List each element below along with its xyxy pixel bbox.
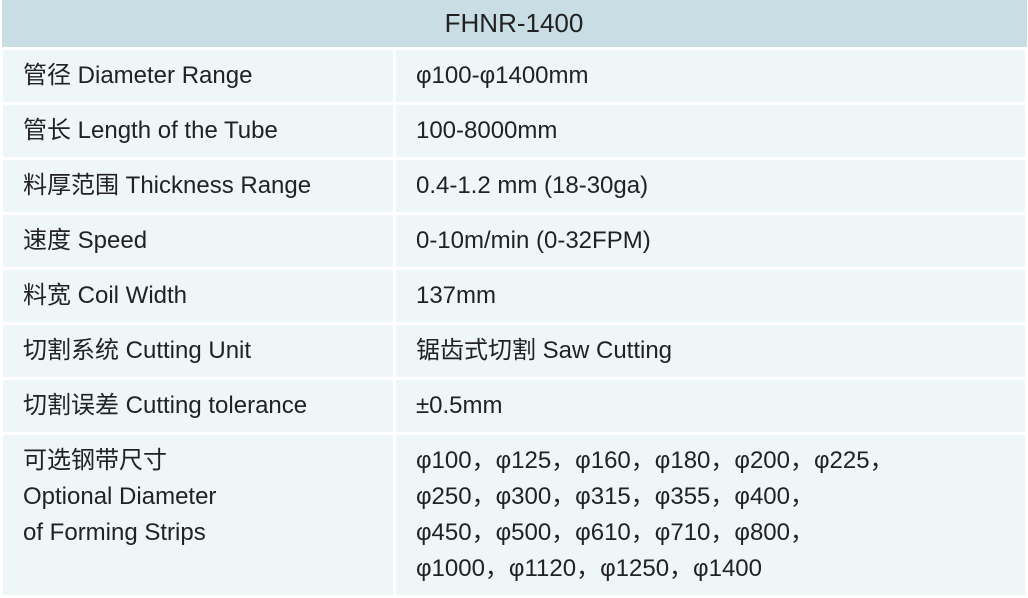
row-value: ±0.5mm bbox=[394, 379, 1026, 434]
value-line: φ1000，φ1120，φ1250，φ1400 bbox=[416, 551, 1013, 587]
row-label: 料厚范围 Thickness Range bbox=[2, 159, 395, 214]
row-label: 管径 Diameter Range bbox=[2, 49, 395, 104]
row-value: 锯齿式切割 Saw Cutting bbox=[394, 324, 1026, 379]
table-row: 管径 Diameter Range φ100-φ1400mm bbox=[2, 49, 1027, 104]
table-row: 料宽 Coil Width 137mm bbox=[2, 269, 1027, 324]
row-label: 管长 Length of the Tube bbox=[2, 104, 395, 159]
row-value: φ100-φ1400mm bbox=[394, 49, 1026, 104]
row-value: 0.4-1.2 mm (18-30ga) bbox=[394, 159, 1026, 214]
header-row: FHNR-1400 bbox=[2, 0, 1027, 49]
table-row: 料厚范围 Thickness Range 0.4-1.2 mm (18-30ga… bbox=[2, 159, 1027, 214]
row-value: 0-10m/min (0-32FPM) bbox=[394, 214, 1026, 269]
table-row: 切割误差 Cutting tolerance ±0.5mm bbox=[2, 379, 1027, 434]
label-line: of Forming Strips bbox=[23, 515, 381, 551]
table-row: 速度 Speed 0-10m/min (0-32FPM) bbox=[2, 214, 1027, 269]
value-line: φ250，φ300，φ315，φ355，φ400， bbox=[416, 479, 1013, 515]
row-label: 速度 Speed bbox=[2, 214, 395, 269]
spec-table: FHNR-1400 管径 Diameter Range φ100-φ1400mm… bbox=[0, 0, 1028, 598]
row-label: 切割系统 Cutting Unit bbox=[2, 324, 395, 379]
table-row: 切割系统 Cutting Unit 锯齿式切割 Saw Cutting bbox=[2, 324, 1027, 379]
row-label: 切割误差 Cutting tolerance bbox=[2, 379, 395, 434]
value-line: φ100，φ125，φ160，φ180，φ200，φ225， bbox=[416, 443, 1013, 479]
row-value: 137mm bbox=[394, 269, 1026, 324]
table-row: 管长 Length of the Tube 100-8000mm bbox=[2, 104, 1027, 159]
row-label: 可选钢带尺寸 Optional Diameter of Forming Stri… bbox=[2, 434, 395, 597]
row-value: φ100，φ125，φ160，φ180，φ200，φ225， φ250，φ300… bbox=[394, 434, 1026, 597]
table-row: 可选钢带尺寸 Optional Diameter of Forming Stri… bbox=[2, 434, 1027, 597]
row-label: 料宽 Coil Width bbox=[2, 269, 395, 324]
label-line: 可选钢带尺寸 bbox=[23, 443, 381, 479]
value-line: φ450，φ500，φ610，φ710，φ800， bbox=[416, 515, 1013, 551]
row-value: 100-8000mm bbox=[394, 104, 1026, 159]
label-line: Optional Diameter bbox=[23, 479, 381, 515]
header-cell: FHNR-1400 bbox=[2, 0, 1027, 49]
